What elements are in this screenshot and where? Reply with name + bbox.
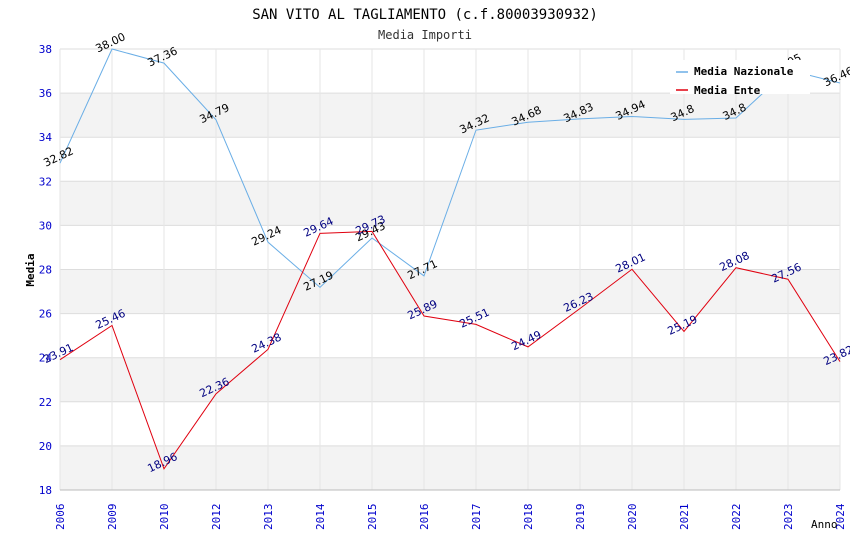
x-tick-label: 2018 [522, 504, 535, 531]
y-tick-label: 18 [39, 484, 52, 497]
y-tick-label: 34 [39, 131, 53, 144]
x-axis-label: Anno [811, 518, 838, 531]
y-tick-label: 32 [39, 175, 52, 188]
y-tick-label: 30 [39, 219, 52, 232]
x-tick-label: 2022 [730, 504, 743, 531]
band-22 [60, 357, 840, 402]
y-axis-label: Media [24, 253, 37, 286]
data-label-media-ente: 24.38 [249, 331, 283, 356]
x-tick-label: 2024 [834, 503, 847, 530]
legend-box [670, 60, 810, 94]
series-lines [59, 48, 841, 470]
x-tick-label: 2014 [314, 503, 327, 530]
band-18 [60, 445, 840, 490]
background-bands [60, 93, 840, 490]
grid-lines [59, 48, 841, 491]
x-tick-label: 2009 [106, 504, 119, 531]
band-34 [60, 93, 840, 138]
data-label-media-ente: 24.49 [509, 328, 543, 353]
x-tick-label: 2006 [54, 504, 67, 531]
x-tick-label: 2010 [158, 504, 171, 531]
y-tick-label: 24 [39, 352, 53, 365]
x-tick-label: 2016 [418, 504, 431, 531]
data-label-media-nazionale: 29.24 [249, 223, 283, 248]
legend-label-media-ente: Media Ente [694, 84, 761, 97]
y-tick-label: 26 [39, 308, 52, 321]
chart-subtitle: Media Importi [378, 28, 472, 42]
x-tick-label: 2013 [262, 504, 275, 531]
y-tick-label: 22 [39, 396, 52, 409]
band-26 [60, 269, 840, 314]
x-axis-ticks: 2006 2009 2010 2012 2013 2014 2015 2016 2017 2018… [54, 503, 847, 530]
x-tick-label: 2023 [782, 504, 795, 531]
y-tick-label: 36 [39, 87, 52, 100]
data-label-media-nazionale: 32.82 [41, 144, 75, 169]
x-tick-label: 2021 [678, 504, 691, 531]
series-line-media-nazionale [59, 48, 841, 289]
y-axis-ticks: 18 20 22 24 26 28 30 32 34 36 38 [39, 43, 53, 497]
x-tick-label: 2020 [626, 504, 639, 531]
legend: Media Nazionale Media Ente [670, 60, 810, 97]
legend-label-media-nazionale: Media Nazionale [694, 65, 794, 78]
x-tick-label: 2019 [574, 504, 587, 531]
x-tick-label: 2012 [210, 504, 223, 531]
chart-title: SAN VITO AL TAGLIAMENTO (c.f.80003930932… [252, 7, 598, 23]
series-line-media-ente [59, 230, 841, 470]
y-tick-label: 20 [39, 440, 52, 453]
data-label-media-ente: 25.19 [665, 313, 699, 338]
data-label-media-nazionale: 36.46 [821, 64, 850, 89]
y-tick-label: 28 [39, 264, 52, 277]
y-tick-label: 38 [39, 43, 52, 56]
data-label-media-nazionale: 37.36 [145, 44, 179, 69]
x-tick-label: 2017 [470, 504, 483, 531]
x-tick-label: 2015 [366, 504, 379, 531]
